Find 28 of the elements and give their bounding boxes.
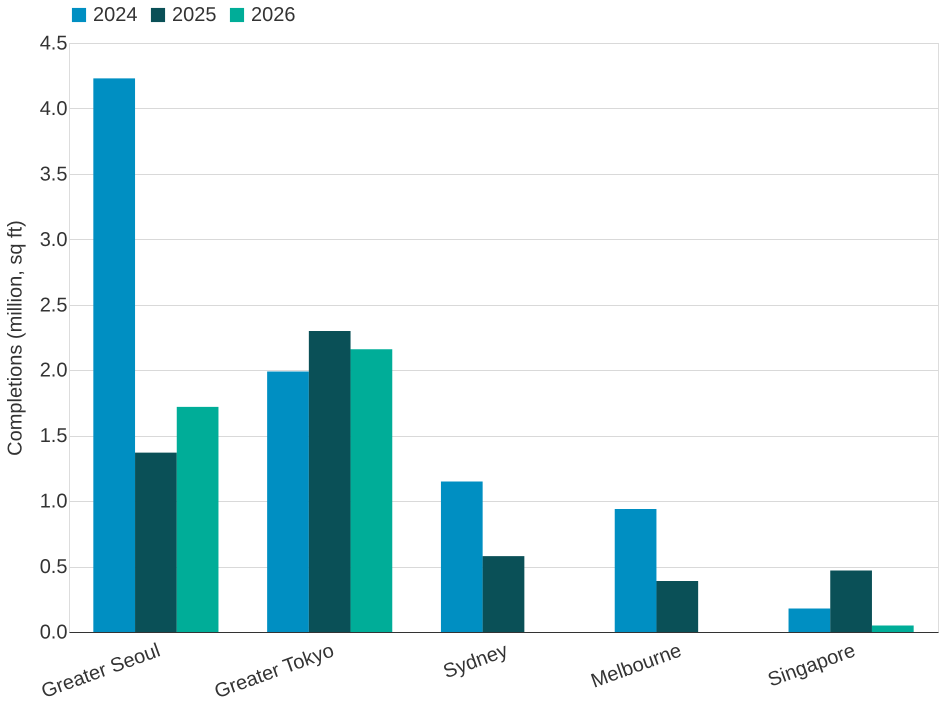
y-tick-label: 4.0	[40, 98, 68, 120]
y-tick-label: 2.5	[40, 294, 68, 316]
bar	[308, 330, 351, 632]
bar	[176, 406, 218, 632]
bar	[656, 580, 698, 632]
y-tick-label: 0.5	[40, 556, 68, 578]
y-tick-label: 1.5	[40, 425, 68, 448]
legend-label: 2025	[172, 4, 216, 26]
y-tick-label: 3.5	[40, 163, 68, 186]
legend-label: 2026	[251, 4, 296, 26]
bar	[830, 570, 872, 632]
legend-label: 2024	[93, 4, 138, 26]
y-tick-label: 1.0	[40, 490, 68, 513]
bar	[350, 349, 392, 632]
bar	[872, 625, 914, 632]
bar	[482, 556, 524, 632]
y-axis-title: Completions (million, sq ft)	[4, 220, 27, 456]
bar	[93, 78, 136, 632]
bar	[267, 372, 309, 632]
bar	[135, 452, 177, 632]
y-tick-label: 3.0	[40, 228, 68, 251]
x-tick-label: Sydney	[440, 640, 511, 684]
bar	[440, 481, 483, 632]
bar	[788, 608, 830, 632]
y-tick-label: 4.5	[40, 32, 68, 54]
y-tick-label: 2.0	[40, 360, 68, 382]
bar	[614, 508, 656, 632]
x-tick-label: Greater Tokyo	[212, 640, 337, 704]
